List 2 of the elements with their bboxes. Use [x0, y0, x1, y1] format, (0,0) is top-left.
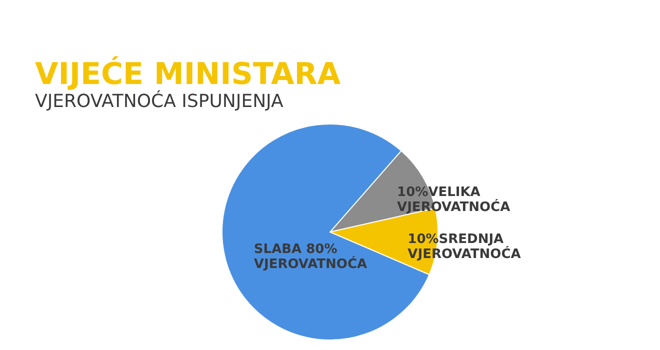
chart-subtitle: VJEROVATNOĆA ISPUNJENJA [35, 90, 284, 112]
slice-label: SLABA 80% VJEROVATNOĆA [254, 242, 368, 272]
